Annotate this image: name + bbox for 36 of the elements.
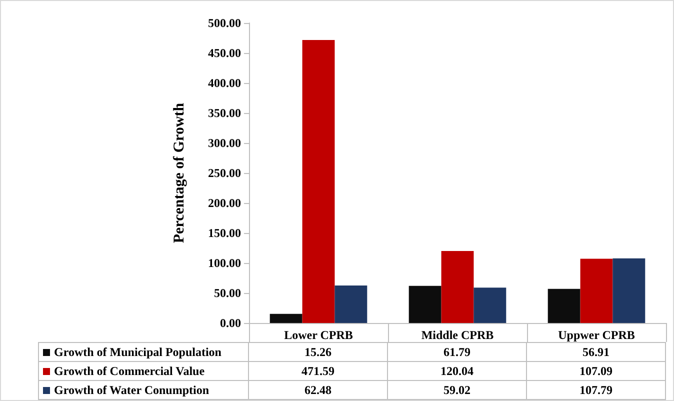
data-label: 61.79	[388, 342, 526, 362]
y-tick-label: 100.00	[208, 256, 241, 270]
legend-label: Growth of Water Conumption	[38, 380, 248, 400]
y-tick-label: 50.00	[214, 286, 241, 300]
data-label: 120.04	[388, 362, 526, 380]
data-label: 15.26	[248, 342, 388, 362]
bar	[612, 258, 646, 323]
bar	[408, 286, 442, 323]
y-tick-label: 150.00	[208, 226, 241, 240]
bar	[302, 40, 335, 323]
bar	[334, 286, 368, 323]
bar	[548, 288, 580, 323]
y-tick-label: 450.00	[208, 46, 241, 60]
x-tick-label: Uppwer CPRB	[558, 328, 635, 342]
y-tick-label: 300.00	[208, 136, 241, 150]
bar	[270, 314, 302, 323]
data-label: 62.48	[248, 380, 388, 400]
y-tick-label: 350.00	[208, 106, 241, 120]
data-label: 59.02	[388, 380, 526, 400]
y-tick-label: 250.00	[208, 166, 241, 180]
data-label: 56.91	[526, 342, 666, 362]
data-label: 471.59	[248, 362, 388, 380]
bar	[580, 258, 613, 323]
bar	[441, 250, 474, 323]
x-tick-label: Middle CPRB	[421, 328, 494, 342]
legend-label: Growth of Commercial Value	[38, 362, 248, 380]
y-axis-title: Percentage of Growth	[172, 102, 188, 244]
y-tick-label: 400.00	[208, 76, 241, 90]
legend-label: Growth of Municipal Population	[38, 342, 248, 362]
bar	[474, 288, 506, 323]
data-label: 107.79	[526, 380, 666, 400]
y-tick-label: 0.00	[220, 316, 241, 330]
data-label: 107.09	[526, 362, 666, 380]
y-tick-label: 500.00	[208, 16, 241, 30]
x-tick-label: Lower CPRB	[284, 328, 353, 342]
y-tick-label: 200.00	[208, 196, 241, 210]
